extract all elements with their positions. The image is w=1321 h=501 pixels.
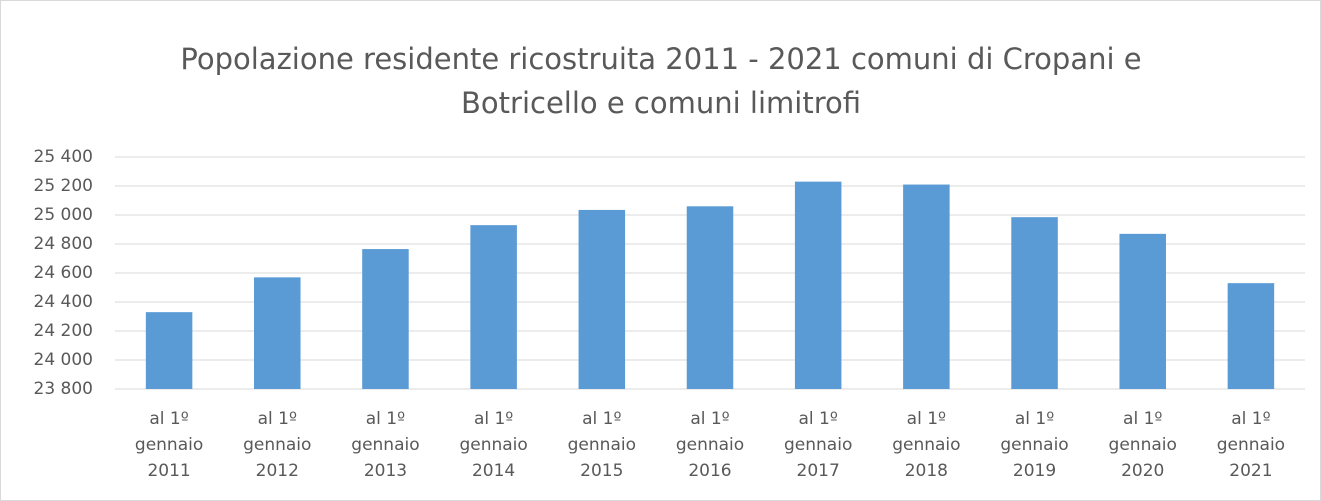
bar (145, 312, 193, 389)
bar (254, 277, 301, 389)
y-tick-label: 24 200 (34, 321, 93, 341)
y-tick-label: 25 000 (34, 205, 93, 225)
bar (686, 206, 734, 389)
x-tick-label: al 1º gennaio 2020 (1108, 409, 1177, 481)
bar (794, 181, 842, 389)
y-tick-label: 24 600 (34, 263, 93, 283)
x-tick-label: al 1º gennaio 2019 (1000, 409, 1069, 481)
x-tick-label: al 1º gennaio 2016 (675, 409, 745, 481)
y-tick-label: 25 400 (34, 147, 93, 167)
x-tick-label: al 1º gennaio 2018 (892, 409, 961, 481)
y-tick-label: 24 400 (34, 292, 93, 312)
bar (1011, 217, 1058, 389)
bar (578, 209, 626, 389)
bar (362, 249, 409, 389)
y-tick-label: 25 200 (34, 176, 93, 196)
x-tick-label: al 1º gennaio 2012 (243, 409, 312, 481)
bar (903, 184, 950, 389)
bar (1119, 233, 1166, 389)
x-tick-label: al 1º gennaio 2017 (784, 409, 853, 481)
y-tick-label: 23 800 (34, 379, 93, 399)
x-tick-label: al 1º gennaio 2015 (567, 409, 636, 481)
x-tick-label: al 1º gennaio 2011 (134, 409, 204, 481)
y-tick-label: 24 000 (34, 350, 93, 370)
x-tick-label: al 1º gennaio 2021 (1216, 409, 1286, 481)
y-tick-label: 24 800 (34, 234, 93, 254)
chart-title: Popolazione residente ricostruita 2011 -… (180, 42, 1142, 120)
bar (1227, 283, 1275, 389)
x-tick-label: al 1º gennaio 2013 (351, 409, 420, 481)
bar (470, 225, 517, 389)
x-tick-label: al 1º gennaio 2014 (459, 409, 528, 481)
